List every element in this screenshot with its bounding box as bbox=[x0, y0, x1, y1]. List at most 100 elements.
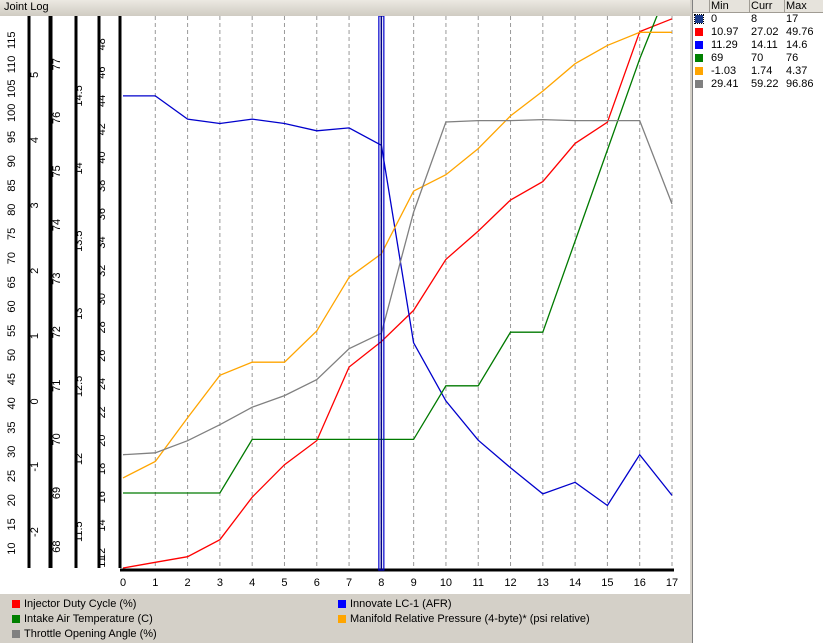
stats-max-value: 49.76 bbox=[786, 26, 814, 38]
stats-row[interactable]: 10.97 27.02 49.76 bbox=[693, 26, 823, 39]
x-tick-label: 5 bbox=[281, 577, 287, 589]
y-tick-label: 85 bbox=[6, 179, 18, 191]
y-tick-label: 115 bbox=[6, 31, 18, 49]
legend-swatch-blue bbox=[338, 600, 346, 608]
y-tick-label: 3 bbox=[29, 202, 41, 208]
x-tick-label: 13 bbox=[537, 577, 549, 589]
series-color-swatch bbox=[695, 28, 703, 36]
legend-item-manifold-pressure: Manifold Relative Pressure (4-byte)* (ps… bbox=[338, 613, 590, 625]
y-tick-label: 45 bbox=[6, 373, 18, 385]
y-tick-label: 72 bbox=[51, 326, 63, 338]
y-tick-label: 16 bbox=[96, 491, 108, 503]
legend-label: Intake Air Temperature (C) bbox=[24, 613, 153, 625]
y-tick-label: 12 bbox=[96, 548, 108, 560]
y-tick-label: 5 bbox=[29, 72, 41, 78]
stats-header-max: Max bbox=[786, 0, 807, 12]
stats-row[interactable]: 69 70 76 bbox=[693, 52, 823, 65]
series-color-swatch bbox=[695, 41, 703, 49]
y-tick-label: 20 bbox=[96, 434, 108, 446]
y-tick-label: 10 bbox=[6, 543, 18, 555]
legend-item-injector-duty-cycle: Injector Duty Cycle (%) bbox=[12, 598, 136, 610]
legend-item-lc1-afr: Innovate LC-1 (AFR) bbox=[338, 598, 451, 610]
chart-legend: Injector Duty Cycle (%) Innovate LC-1 (A… bbox=[0, 594, 690, 643]
y-tick-label: 48 bbox=[96, 38, 108, 50]
y-tick-label: 24 bbox=[96, 378, 108, 390]
window-title: Joint Log bbox=[4, 1, 49, 13]
y-tick-label: 38 bbox=[96, 180, 108, 192]
stats-curr-value: 8 bbox=[751, 13, 758, 25]
y-tick-label: 105 bbox=[6, 79, 18, 97]
stats-min-value: 69 bbox=[711, 52, 724, 64]
stats-min-value: 10.97 bbox=[711, 26, 739, 38]
stats-row[interactable]: 29.41 59.22 96.86 bbox=[693, 78, 823, 91]
joint-log-chart[interactable]: 1214161820222426283032343638404244464811… bbox=[0, 16, 690, 594]
y-tick-label: 40 bbox=[6, 397, 18, 409]
x-tick-label: 1 bbox=[152, 577, 158, 589]
x-tick-label: 17 bbox=[666, 577, 678, 589]
legend-swatch-orange bbox=[338, 615, 346, 623]
y-tick-label: 73 bbox=[51, 272, 63, 284]
x-tick-label: 0 bbox=[120, 577, 126, 589]
y-tick-label: 11.5 bbox=[73, 521, 85, 542]
y-tick-label: 100 bbox=[6, 104, 18, 122]
stats-row[interactable]: 0 8 17 bbox=[693, 13, 823, 26]
x-tick-label: 11 bbox=[473, 577, 484, 589]
stats-min-value: -1.03 bbox=[711, 65, 737, 77]
legend-item-intake-air-temp: Intake Air Temperature (C) bbox=[12, 613, 153, 625]
stats-max-value: 14.6 bbox=[786, 39, 808, 51]
x-tick-label: 10 bbox=[440, 577, 452, 589]
series-color-swatch bbox=[694, 14, 704, 24]
y-tick-label: 34 bbox=[96, 236, 108, 248]
x-tick-label: 15 bbox=[601, 577, 613, 589]
y-tick-label: -2 bbox=[29, 527, 41, 537]
y-tick-label: 90 bbox=[6, 155, 18, 167]
series-line bbox=[123, 95, 673, 507]
stats-header: Min Curr Max bbox=[693, 0, 823, 13]
y-tick-label: 14 bbox=[73, 162, 85, 174]
stats-min-value: 0 bbox=[711, 13, 718, 25]
series-color-swatch bbox=[695, 54, 703, 62]
y-tick-label: 15 bbox=[6, 518, 18, 530]
stats-max-value: 4.37 bbox=[786, 65, 808, 77]
stats-header-min: Min bbox=[711, 0, 729, 12]
y-tick-label: 46 bbox=[96, 66, 108, 78]
stats-max-value: 96.86 bbox=[786, 78, 814, 90]
stats-row[interactable]: 11.29 14.11 14.6 bbox=[693, 39, 823, 52]
y-tick-label: 1 bbox=[29, 333, 41, 339]
y-tick-label: 95 bbox=[6, 131, 18, 143]
y-tick-label: 65 bbox=[6, 276, 18, 288]
x-tick-label: 14 bbox=[569, 577, 581, 589]
x-tick-label: 3 bbox=[217, 577, 223, 589]
stats-row[interactable]: -1.03 1.74 4.37 bbox=[693, 65, 823, 78]
series-line bbox=[122, 118, 673, 456]
y-tick-label: 36 bbox=[96, 208, 108, 220]
y-tick-label: 28 bbox=[96, 321, 108, 333]
series-color-swatch bbox=[695, 67, 703, 75]
stats-curr-value: 70 bbox=[751, 52, 764, 64]
y-tick-label: 70 bbox=[6, 252, 18, 264]
title-bar: Joint Log bbox=[0, 0, 690, 17]
y-tick-label: 35 bbox=[6, 421, 18, 433]
stats-max-value: 76 bbox=[786, 52, 799, 64]
legend-swatch-red bbox=[12, 600, 20, 608]
legend-label: Manifold Relative Pressure (4-byte)* (ps… bbox=[350, 613, 590, 625]
y-tick-label: 13.5 bbox=[73, 230, 85, 251]
stats-curr-value: 59.22 bbox=[751, 78, 779, 90]
legend-item-throttle-angle: Throttle Opening Angle (%) bbox=[12, 628, 157, 640]
y-tick-label: 80 bbox=[6, 204, 18, 216]
y-tick-label: 44 bbox=[96, 95, 108, 107]
y-tick-label: 20 bbox=[6, 494, 18, 506]
legend-swatch-gray bbox=[12, 630, 20, 638]
y-tick-label: 26 bbox=[96, 350, 108, 362]
y-tick-label: 11 bbox=[96, 556, 108, 567]
stats-min-value: 11.29 bbox=[711, 39, 738, 51]
x-tick-label: 7 bbox=[346, 577, 352, 589]
y-tick-label: 25 bbox=[6, 470, 18, 482]
x-tick-label: 9 bbox=[411, 577, 417, 589]
y-tick-label: 4 bbox=[29, 137, 41, 143]
legend-label: Injector Duty Cycle (%) bbox=[24, 598, 137, 610]
y-tick-label: 70 bbox=[51, 433, 63, 445]
y-tick-label: 42 bbox=[96, 123, 108, 135]
legend-label: Throttle Opening Angle (%) bbox=[24, 628, 157, 640]
x-tick-label: 16 bbox=[634, 577, 646, 589]
